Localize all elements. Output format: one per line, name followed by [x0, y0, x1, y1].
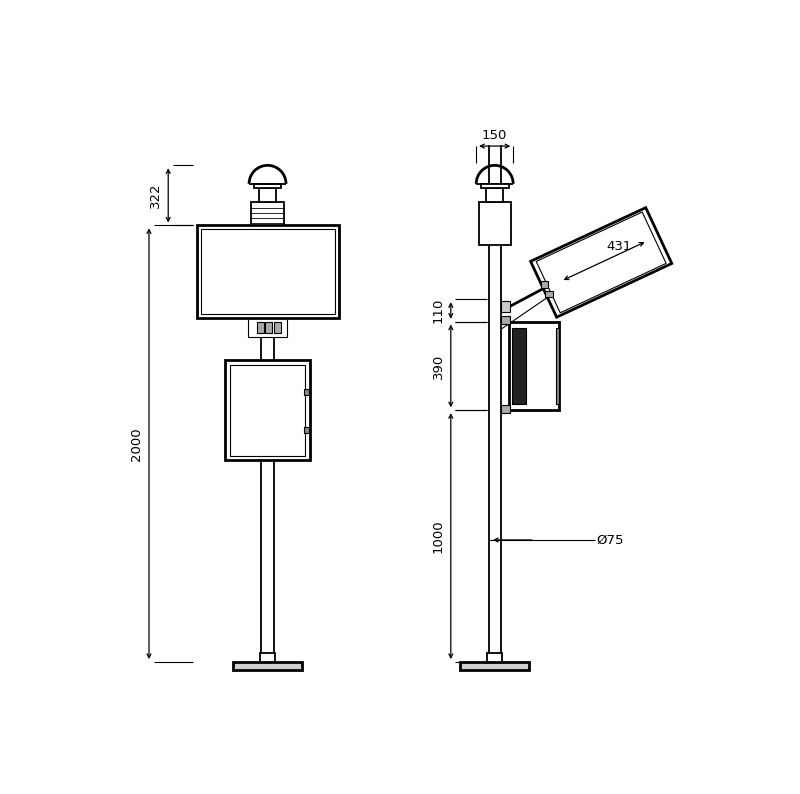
Bar [260, 653, 275, 662]
Bar [512, 328, 526, 404]
Bar [197, 225, 339, 318]
Polygon shape [530, 208, 672, 317]
Bar [501, 301, 510, 312]
Bar [266, 322, 272, 333]
Bar [481, 184, 509, 188]
Bar [509, 322, 558, 410]
Bar [478, 202, 511, 245]
Text: Ø75: Ø75 [596, 534, 624, 546]
Text: 1000: 1000 [432, 519, 445, 553]
Bar [251, 202, 284, 245]
Bar [254, 184, 282, 188]
Bar [201, 229, 335, 314]
Bar [230, 364, 306, 456]
Bar [304, 388, 309, 395]
Bar [226, 360, 310, 461]
Bar [257, 322, 264, 333]
Text: 322: 322 [149, 183, 162, 208]
Bar [486, 188, 503, 202]
Bar [248, 318, 287, 337]
Bar [274, 322, 281, 333]
Bar [259, 188, 276, 202]
Text: 150: 150 [482, 129, 507, 142]
Bar [555, 328, 558, 404]
Text: 390: 390 [432, 353, 445, 379]
Bar [304, 427, 309, 434]
Text: 110: 110 [432, 298, 445, 323]
Bar [501, 316, 510, 324]
Text: 2000: 2000 [130, 427, 143, 461]
Bar [233, 662, 302, 669]
Bar [460, 662, 530, 669]
Bar [541, 281, 548, 287]
Text: 431: 431 [606, 240, 632, 253]
Bar [487, 653, 502, 662]
Bar [501, 405, 510, 413]
Bar [545, 291, 553, 297]
